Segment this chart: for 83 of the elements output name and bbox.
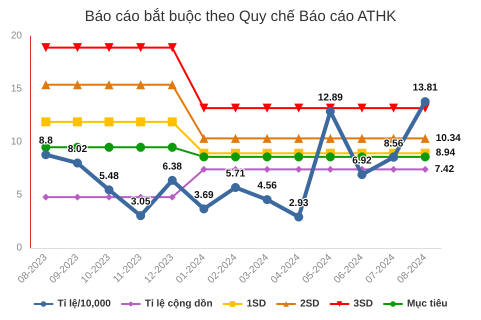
- point: [262, 152, 272, 162]
- point: [262, 195, 272, 204]
- point: [231, 134, 240, 143]
- point: [294, 104, 304, 113]
- data-label: 13.81: [412, 82, 438, 94]
- point: [136, 211, 146, 220]
- y-tick-label: 5: [16, 190, 22, 200]
- point: [72, 117, 82, 126]
- point: [357, 134, 366, 143]
- point: [389, 104, 398, 113]
- data-label: 7.42: [434, 164, 455, 175]
- point: [168, 80, 177, 90]
- point: [72, 43, 82, 52]
- point: [200, 166, 208, 173]
- point: [231, 182, 240, 192]
- legend-label: 1SD: [246, 298, 266, 310]
- data-label: 8.94: [436, 148, 456, 159]
- point: [357, 170, 366, 180]
- data-label: 4.56: [257, 180, 278, 192]
- point: [420, 152, 430, 162]
- data-label: 8.8: [38, 136, 54, 147]
- point: [294, 152, 304, 162]
- point: [104, 117, 114, 126]
- point: [262, 134, 272, 143]
- point: [42, 194, 50, 201]
- legend-label: Tỉ lệ/10,000: [57, 298, 112, 310]
- point: [231, 152, 240, 162]
- point: [422, 166, 429, 173]
- point: [104, 43, 114, 52]
- legend-label: 3SD: [354, 298, 373, 310]
- point: [104, 185, 114, 194]
- point: [168, 117, 177, 126]
- point: [168, 43, 177, 52]
- point: [262, 104, 272, 113]
- point: [168, 194, 176, 201]
- legend-label: Mục tiêu: [406, 298, 448, 310]
- point: [294, 212, 304, 222]
- point: [357, 104, 366, 113]
- point: [294, 134, 304, 143]
- point: [106, 194, 113, 201]
- point: [168, 176, 177, 185]
- y-tick-label: 20: [10, 30, 22, 42]
- point: [231, 104, 240, 113]
- point: [326, 134, 335, 143]
- point: [199, 152, 208, 162]
- data-label: 5.48: [99, 170, 120, 182]
- point: [199, 204, 208, 214]
- point: [136, 142, 146, 152]
- y-tick-label: 10: [10, 136, 22, 148]
- y-tick-label: 0: [16, 242, 22, 254]
- point: [420, 134, 430, 143]
- legend-label: 2SD: [300, 298, 320, 310]
- point: [390, 166, 398, 173]
- point: [104, 80, 114, 90]
- point: [41, 117, 50, 126]
- point: [264, 166, 271, 173]
- point: [326, 106, 335, 116]
- data-label: 5.71: [226, 168, 246, 180]
- point: [72, 158, 82, 168]
- point: [326, 152, 335, 162]
- data-label: 12.89: [318, 92, 344, 104]
- point: [326, 166, 334, 173]
- data-label: 3.05: [130, 196, 151, 208]
- point: [168, 142, 177, 152]
- point: [74, 194, 81, 201]
- point: [199, 104, 208, 113]
- point: [136, 43, 146, 52]
- point: [295, 166, 302, 173]
- point: [41, 150, 50, 160]
- point: [41, 80, 50, 90]
- point: [420, 97, 430, 106]
- point: [199, 134, 208, 143]
- point: [136, 117, 146, 126]
- data-label: 6.38: [162, 161, 182, 172]
- data-label: 3.69: [194, 190, 214, 201]
- chart-title: Báo cáo bắt buộc theo Quy chế Báo cáo ATHK: [84, 7, 396, 25]
- point: [136, 80, 146, 90]
- point: [41, 43, 50, 52]
- point: [104, 142, 114, 152]
- data-label: 10.34: [436, 132, 462, 144]
- legend-label: Tỉ lệ cộng dồn: [144, 298, 213, 310]
- point: [72, 80, 82, 90]
- y-tick-label: 15: [10, 84, 22, 94]
